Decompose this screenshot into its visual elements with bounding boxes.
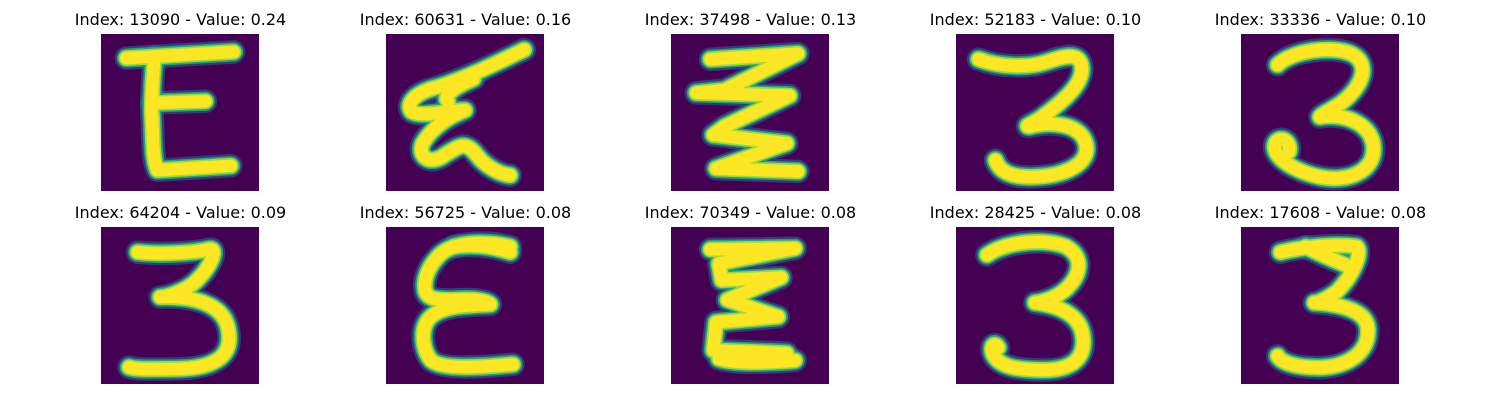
glyph-stroke	[120, 45, 240, 65]
grid-panel-1: Index: 13090 - Value: 0.24	[38, 10, 323, 200]
panel-title: Index: 64204 - Value: 0.09	[74, 203, 287, 222]
glyph-stroke	[704, 242, 802, 360]
glyph-stroke	[417, 237, 520, 374]
glyph-stroke	[1299, 240, 1355, 273]
panel-title: Index: 52183 - Value: 0.10	[929, 10, 1142, 29]
panel-title: Index: 37498 - Value: 0.13	[644, 10, 857, 29]
panel-title: Index: 60631 - Value: 0.16	[359, 10, 572, 29]
grid-panel-10: Index: 17608 - Value: 0.08	[1178, 203, 1463, 393]
digit-image	[1241, 34, 1399, 191]
digit-image	[101, 227, 259, 384]
grid-panel-2: Index: 60631 - Value: 0.16	[323, 10, 608, 200]
glyph-stroke	[690, 47, 805, 178]
digit-image	[956, 34, 1114, 191]
glyph-stroke	[145, 95, 212, 110]
grid-panel-9: Index: 28425 - Value: 0.08	[893, 203, 1178, 393]
digit-image	[101, 34, 259, 191]
digit-image	[671, 227, 829, 384]
digit-image	[1241, 227, 1399, 384]
glyph-stroke	[980, 235, 1090, 377]
digit-image	[671, 34, 829, 191]
grid-panel-6: Index: 64204 - Value: 0.09	[38, 203, 323, 393]
glyph-stroke	[712, 352, 802, 369]
grid-panel-7: Index: 56725 - Value: 0.08	[323, 203, 608, 393]
glyph-stroke	[145, 50, 237, 177]
glyph-stroke	[403, 43, 531, 182]
glyph-stroke	[447, 239, 517, 259]
grid-panel-5: Index: 33336 - Value: 0.10	[1178, 10, 1463, 200]
glyph-stroke	[972, 50, 1093, 184]
panel-title: Index: 28425 - Value: 0.08	[929, 203, 1142, 222]
glyph-stroke	[440, 72, 480, 108]
glyph-stroke	[1268, 43, 1380, 185]
grid-panel-8: Index: 70349 - Value: 0.08	[608, 203, 893, 393]
grid-panel-4: Index: 52183 - Value: 0.10	[893, 10, 1178, 200]
glyph-stroke	[1271, 239, 1375, 374]
panel-title: Index: 70349 - Value: 0.08	[644, 203, 857, 222]
panel-title: Index: 33336 - Value: 0.10	[1214, 10, 1427, 29]
grid-panel-3: Index: 37498 - Value: 0.13	[608, 10, 893, 200]
digit-image	[386, 227, 544, 384]
panel-title: Index: 13090 - Value: 0.24	[74, 10, 287, 29]
glyph-stroke	[123, 243, 236, 376]
digit-image	[956, 227, 1114, 384]
panel-title: Index: 56725 - Value: 0.08	[359, 203, 572, 222]
digit-image	[386, 34, 544, 191]
panel-title: Index: 17608 - Value: 0.08	[1214, 203, 1427, 222]
